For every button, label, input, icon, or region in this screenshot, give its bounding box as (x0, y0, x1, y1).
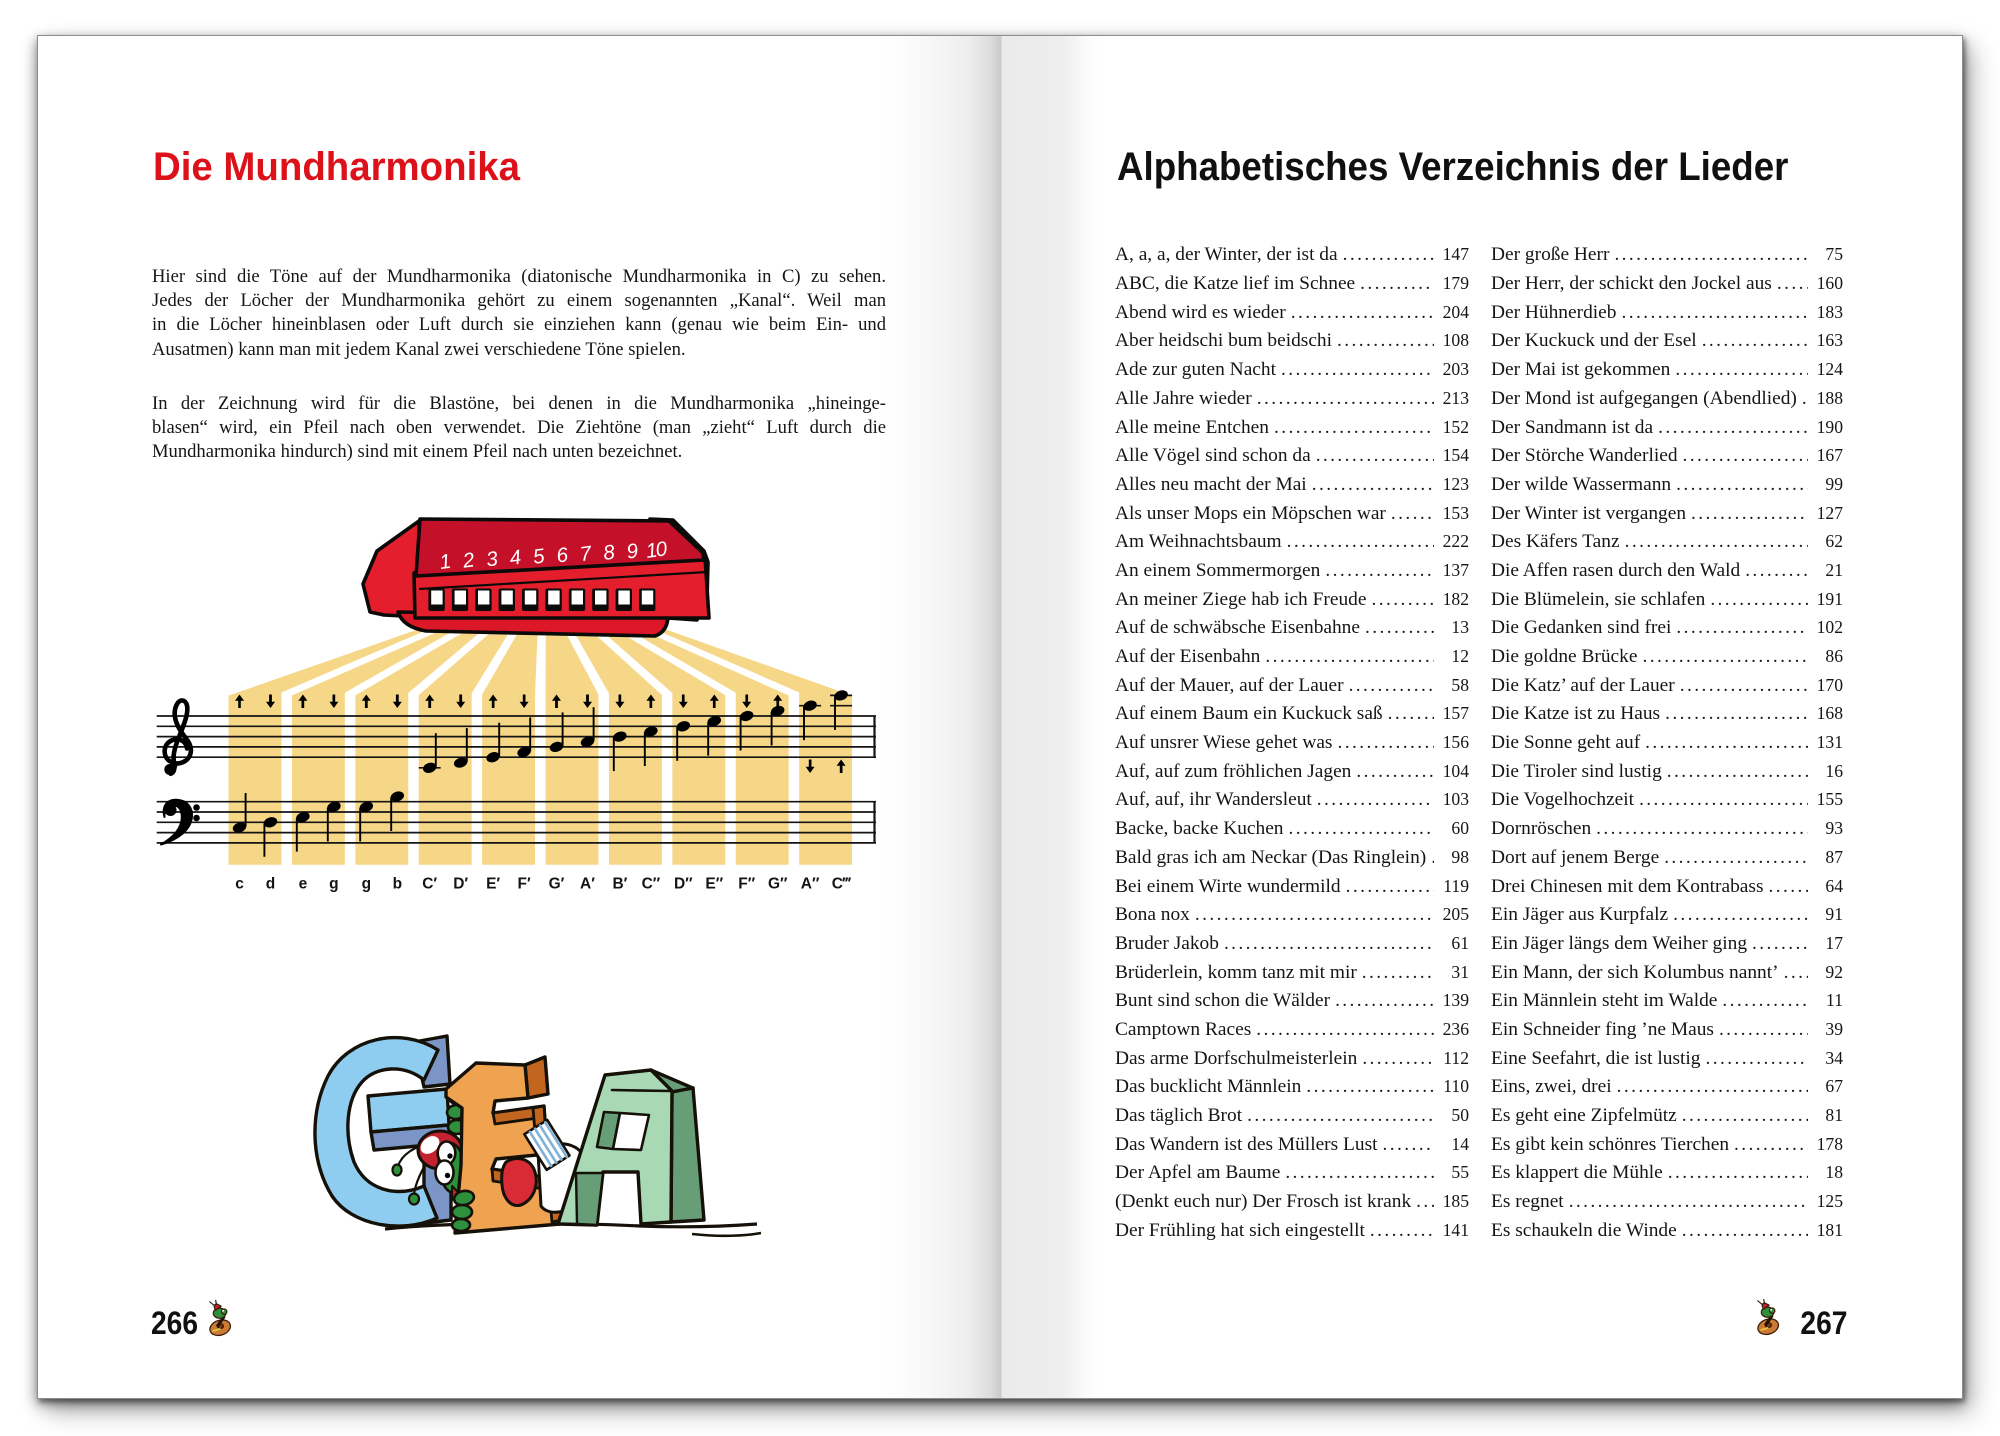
svg-text:e: e (299, 876, 308, 893)
svg-text:D′: D′ (453, 876, 468, 893)
svg-text:d: d (266, 876, 275, 893)
svg-text:c: c (235, 876, 244, 893)
svg-text:F″: F″ (738, 876, 755, 893)
svg-text:C′: C′ (422, 876, 437, 893)
svg-text:g: g (329, 876, 338, 893)
svg-text:G′: G′ (549, 876, 565, 893)
svg-text:G″: G″ (768, 876, 788, 893)
svg-text:C″: C″ (642, 876, 661, 893)
svg-text:A″: A″ (801, 876, 820, 893)
svg-text:7: 7 (578, 542, 594, 567)
svg-text:6: 6 (555, 543, 570, 567)
svg-text:5: 5 (532, 544, 547, 568)
svg-text:2: 2 (460, 548, 476, 573)
svg-text:B′: B′ (612, 876, 627, 893)
svg-text:9: 9 (625, 539, 639, 563)
svg-text:8: 8 (602, 540, 617, 564)
svg-text:g: g (362, 876, 371, 893)
svg-text:E″: E″ (705, 876, 723, 893)
svg-text:b: b (393, 876, 402, 893)
svg-text:F′: F′ (518, 876, 531, 893)
svg-text:3: 3 (485, 547, 500, 571)
svg-text:E′: E′ (486, 876, 500, 893)
svg-text:D″: D″ (674, 876, 693, 893)
svg-text:C‴: C‴ (832, 876, 852, 893)
svg-text:A′: A′ (580, 876, 595, 893)
svg-text:1: 1 (438, 550, 452, 574)
svg-text:4: 4 (508, 546, 522, 570)
